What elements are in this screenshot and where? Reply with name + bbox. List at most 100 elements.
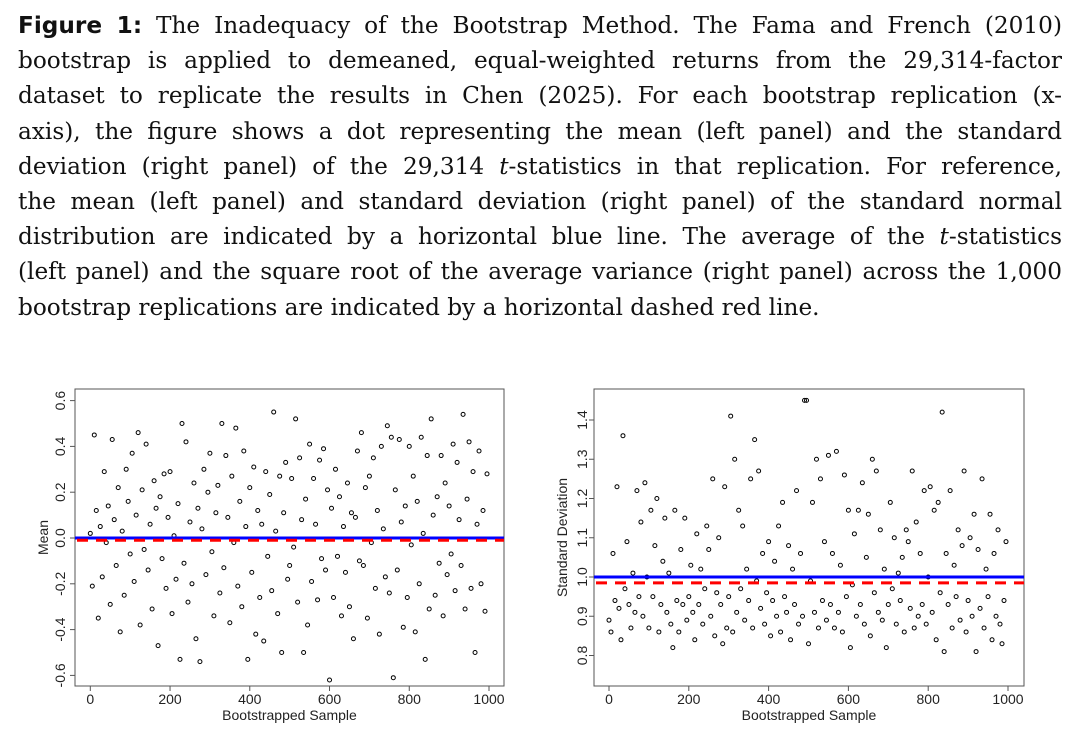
data-point — [392, 487, 398, 493]
data-point — [766, 539, 772, 545]
data-point — [947, 488, 953, 494]
data-point — [843, 594, 849, 600]
data-point — [131, 579, 137, 585]
data-point — [283, 459, 289, 465]
data-point — [227, 620, 233, 626]
y-tick-label: -0.6 — [52, 663, 68, 687]
data-point — [91, 432, 97, 438]
data-point — [404, 595, 410, 601]
data-point — [287, 562, 293, 568]
data-point — [123, 466, 129, 472]
data-point — [648, 507, 654, 513]
data-point — [889, 586, 895, 592]
y-tick-label: 1.1 — [574, 528, 590, 548]
data-point — [646, 625, 652, 631]
data-point — [338, 613, 344, 619]
data-point — [756, 468, 762, 474]
x-tick-label: 200 — [677, 691, 701, 707]
data-point — [115, 485, 121, 491]
data-point — [891, 535, 897, 541]
data-point — [251, 464, 257, 470]
y-tick-label: -0.2 — [52, 572, 68, 596]
data-point — [327, 677, 333, 683]
data-point — [243, 524, 249, 530]
data-point — [217, 590, 223, 596]
data-point — [981, 625, 987, 631]
data-point — [929, 609, 935, 615]
caption-line-9: bootstrap replications are indicated by … — [18, 293, 820, 321]
data-point — [811, 609, 817, 615]
data-point — [875, 609, 881, 615]
data-point — [205, 489, 211, 495]
data-point — [438, 453, 444, 459]
y-tick-label: 0.2 — [52, 482, 68, 502]
caption-line-3: dataset to replicate the results in Chen… — [18, 82, 1062, 110]
data-point — [426, 606, 432, 612]
data-point — [111, 517, 117, 523]
data-point — [762, 621, 768, 627]
data-point — [173, 576, 179, 582]
data-point — [618, 637, 624, 643]
data-point — [606, 617, 612, 623]
data-point — [706, 547, 712, 553]
data-point — [800, 613, 806, 619]
data-point — [666, 570, 672, 576]
data-point — [163, 585, 169, 591]
data-point — [370, 455, 376, 461]
data-point — [235, 583, 241, 589]
data-point — [410, 473, 416, 479]
data-point — [348, 510, 354, 516]
data-point — [802, 397, 808, 403]
data-point — [983, 566, 989, 572]
data-point — [191, 480, 197, 486]
x-tick-label: 400 — [238, 691, 262, 707]
data-point — [177, 656, 183, 662]
y-tick-label: 0.6 — [52, 391, 68, 411]
data-point — [350, 636, 356, 642]
data-point — [710, 476, 716, 482]
data-point — [143, 441, 149, 447]
data-point — [207, 450, 213, 456]
data-point — [871, 590, 877, 596]
data-point — [474, 521, 480, 527]
data-point — [855, 507, 861, 513]
data-point — [915, 613, 921, 619]
data-point — [624, 539, 630, 545]
data-point — [454, 459, 460, 465]
data-point — [746, 598, 752, 604]
data-point — [420, 530, 426, 536]
data-point — [748, 476, 754, 482]
data-point — [664, 609, 670, 615]
data-point — [133, 512, 139, 518]
caption-line-6: the mean (left panel) and standard devia… — [18, 187, 1062, 215]
data-point — [464, 496, 470, 502]
data-point — [847, 645, 853, 651]
data-point — [408, 542, 414, 548]
x-tick-label: 600 — [837, 691, 861, 707]
data-point — [366, 473, 372, 479]
data-point — [356, 558, 362, 564]
data-point — [941, 649, 947, 655]
data-point — [434, 494, 440, 500]
data-point — [113, 562, 119, 568]
data-point — [271, 409, 277, 415]
data-point — [726, 594, 732, 600]
data-point — [867, 633, 873, 639]
data-point — [394, 567, 400, 573]
data-point — [829, 550, 835, 556]
x-tick-label: 1000 — [992, 691, 1023, 707]
data-point — [869, 456, 875, 462]
data-point — [245, 656, 251, 662]
data-point — [484, 471, 490, 477]
data-point — [141, 546, 147, 552]
data-point — [93, 508, 99, 514]
data-point — [917, 550, 923, 556]
data-point — [804, 397, 810, 403]
y-tick-label: 0.0 — [52, 528, 68, 548]
data-point — [183, 439, 189, 445]
data-point — [109, 437, 115, 443]
data-point — [662, 515, 668, 521]
data-point — [386, 590, 392, 596]
x-tick-label: 400 — [757, 691, 781, 707]
data-point — [897, 598, 903, 604]
